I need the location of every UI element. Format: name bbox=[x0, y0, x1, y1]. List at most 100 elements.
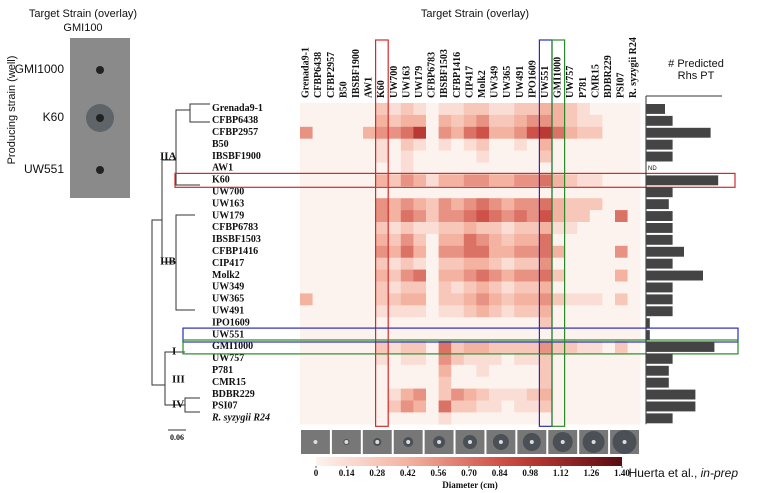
heatmap-cell bbox=[375, 186, 389, 199]
heatmap-cell bbox=[413, 352, 427, 366]
heatmap-cell bbox=[539, 364, 553, 377]
heatmap-cell bbox=[451, 412, 465, 425]
heatmap-cell bbox=[325, 329, 339, 342]
heatmap-cell bbox=[400, 305, 414, 318]
heatmap-cell bbox=[602, 138, 616, 151]
inset-row-label: UW551 bbox=[24, 162, 64, 176]
inset-row-label: K60 bbox=[43, 110, 65, 124]
heatmap-cell bbox=[325, 150, 339, 163]
heatmap-cell bbox=[501, 198, 515, 211]
heatmap-cell bbox=[363, 329, 376, 342]
heatmap-cell bbox=[400, 174, 414, 187]
heatmap-cell bbox=[350, 257, 364, 270]
row-label: IPO1609 bbox=[212, 317, 250, 328]
heatmap-cell bbox=[325, 126, 339, 139]
heatmap-cell bbox=[589, 222, 603, 235]
heatmap-cell bbox=[514, 412, 528, 425]
heatmap-cell bbox=[312, 233, 326, 247]
heatmap-cell bbox=[438, 317, 452, 330]
heatmap-cell bbox=[539, 162, 553, 175]
heatmap-cell bbox=[577, 114, 591, 128]
row-label: R. syzygii R24 bbox=[211, 413, 270, 424]
heatmap-cell bbox=[589, 269, 603, 282]
heatmap-cell bbox=[438, 329, 452, 342]
heatmap-cell bbox=[489, 376, 502, 389]
heatmap-cell bbox=[350, 364, 364, 377]
heatmap-cell bbox=[388, 257, 402, 270]
heatmap-cell bbox=[400, 352, 414, 366]
heatmap-cell bbox=[577, 305, 591, 318]
heatmap-cell bbox=[413, 364, 427, 377]
heatmap-cell bbox=[325, 341, 339, 354]
heatmap-cell bbox=[312, 103, 326, 116]
heatmap-cell bbox=[388, 281, 402, 294]
heatmap-cell bbox=[363, 317, 376, 330]
heatmap-cell bbox=[539, 138, 553, 151]
heatmap-cell bbox=[463, 317, 477, 330]
heatmap-cell bbox=[476, 352, 490, 366]
heatmap-cell bbox=[337, 293, 351, 306]
heatmap-cell bbox=[552, 198, 565, 211]
heatmap-cell bbox=[589, 138, 603, 151]
heatmap-cell bbox=[312, 174, 326, 187]
heatmap-cell bbox=[615, 103, 628, 116]
heatmap-cell bbox=[589, 293, 603, 306]
heatmap-cell bbox=[526, 114, 540, 128]
heatmap-cell bbox=[375, 412, 389, 425]
heatmap-cell bbox=[451, 281, 465, 294]
heatmap-cell bbox=[476, 222, 490, 235]
heatmap-cell bbox=[489, 162, 502, 175]
heatmap-cell bbox=[350, 400, 364, 413]
heatmap-cell bbox=[363, 138, 376, 151]
heatmap-cell bbox=[438, 269, 452, 282]
heatmap-cell bbox=[615, 376, 628, 389]
heatmap-cell bbox=[325, 412, 339, 425]
heatmap-cell bbox=[463, 329, 477, 342]
heatmap-cell bbox=[400, 245, 414, 258]
heatmap-cell bbox=[463, 376, 477, 389]
heatmap-cell bbox=[476, 245, 490, 258]
heatmap-cell bbox=[501, 317, 515, 330]
bar-title: # Predicted bbox=[668, 58, 724, 70]
heatmap-cell bbox=[350, 305, 364, 318]
heatmap-cell bbox=[400, 138, 414, 151]
heatmap-cell bbox=[438, 162, 452, 175]
heatmap-cell bbox=[325, 376, 339, 389]
heatmap-cell bbox=[400, 257, 414, 270]
heatmap-cell bbox=[552, 269, 565, 282]
heatmap-cell bbox=[602, 364, 616, 377]
heatmap-cell bbox=[413, 293, 427, 306]
heatmap-cell bbox=[438, 186, 452, 199]
heatmap-cell bbox=[375, 376, 389, 389]
heatmap-cell bbox=[438, 400, 452, 413]
heatmap-cell bbox=[615, 198, 628, 211]
heatmap-cell bbox=[489, 305, 502, 318]
heatmap-cell bbox=[615, 305, 628, 318]
heatmap-cell bbox=[413, 138, 427, 151]
heatmap-cell bbox=[589, 388, 603, 401]
heatmap-cell bbox=[451, 293, 465, 306]
heatmap-cell bbox=[539, 305, 553, 318]
heatmap-cell bbox=[627, 126, 641, 139]
heatmap-cell bbox=[589, 210, 603, 223]
colorbar-tick-label: 1.40 bbox=[614, 468, 630, 478]
heatmap-cell bbox=[564, 257, 578, 270]
heatmap-cell bbox=[363, 174, 376, 187]
heatmap-cell bbox=[337, 150, 351, 163]
row-label: PSI07 bbox=[212, 401, 238, 412]
heatmap-cell bbox=[602, 329, 616, 342]
heatmap-cell bbox=[363, 341, 376, 354]
heatmap-cell bbox=[413, 341, 427, 354]
heatmap-cell bbox=[463, 222, 477, 235]
heatmap-cell bbox=[312, 138, 326, 151]
heatmap-cell bbox=[413, 150, 427, 163]
heatmap-cell bbox=[337, 222, 351, 235]
heatmap-cell bbox=[602, 305, 616, 318]
heatmap-cell bbox=[451, 233, 465, 247]
heatmap-cell bbox=[489, 412, 502, 425]
heatmap-cell bbox=[577, 162, 591, 175]
heatmap-cell bbox=[501, 138, 515, 151]
bar bbox=[646, 139, 673, 150]
heatmap-cell bbox=[564, 186, 578, 199]
clade-label: I bbox=[172, 346, 176, 358]
